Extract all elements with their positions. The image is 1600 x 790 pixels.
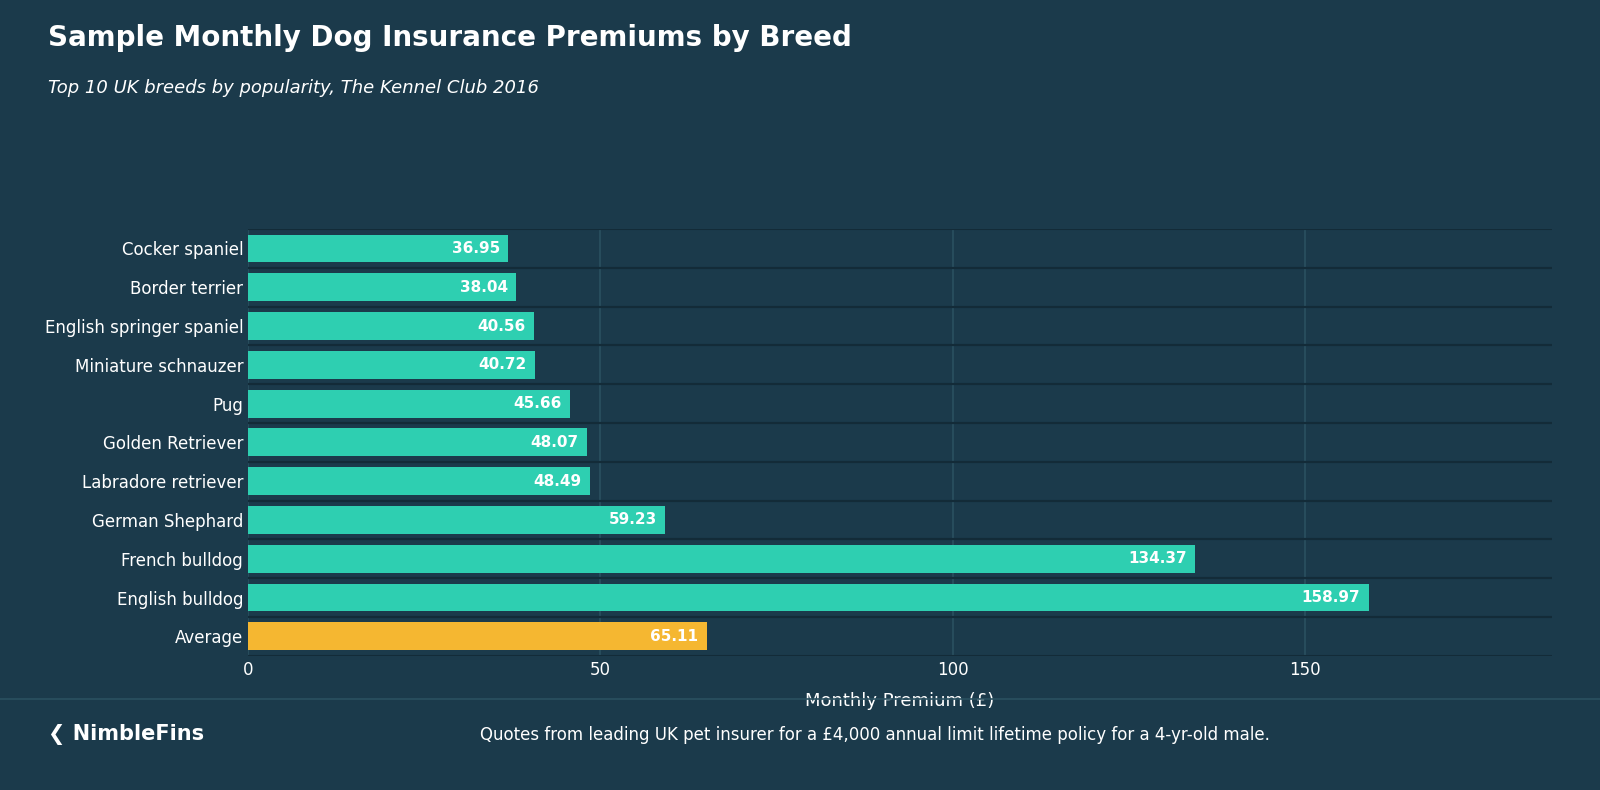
Text: Sample Monthly Dog Insurance Premiums by Breed: Sample Monthly Dog Insurance Premiums by… [48,24,851,51]
Text: 48.49: 48.49 [533,474,581,489]
Bar [248,312,534,340]
Bar [248,545,1195,573]
Text: 134.37: 134.37 [1128,551,1187,566]
Text: 38.04: 38.04 [459,280,507,295]
Bar [248,273,517,301]
Bar [248,623,707,650]
Bar [248,351,534,378]
X-axis label: Monthly Premium (£): Monthly Premium (£) [805,693,995,710]
Bar [248,389,570,418]
Text: 158.97: 158.97 [1301,590,1360,605]
Text: 40.72: 40.72 [478,357,526,372]
Text: 48.07: 48.07 [530,435,578,450]
Text: 65.11: 65.11 [651,629,699,644]
Bar [248,506,666,534]
Text: 45.66: 45.66 [514,396,562,411]
Text: ❮ NimbleFins: ❮ NimbleFins [48,724,205,745]
Bar [248,235,509,262]
Text: 59.23: 59.23 [608,513,658,528]
Bar [248,428,587,457]
Text: Top 10 UK breeds by popularity, The Kennel Club 2016: Top 10 UK breeds by popularity, The Kenn… [48,79,539,97]
Text: 40.56: 40.56 [477,318,525,333]
Text: Quotes from leading UK pet insurer for a £4,000 annual limit lifetime policy for: Quotes from leading UK pet insurer for a… [480,726,1270,743]
Text: 36.95: 36.95 [451,241,499,256]
Bar [248,467,590,495]
Bar [248,584,1368,611]
